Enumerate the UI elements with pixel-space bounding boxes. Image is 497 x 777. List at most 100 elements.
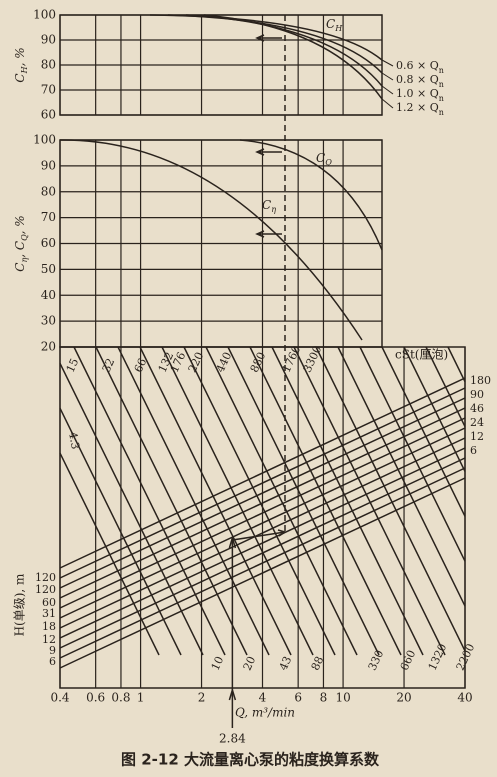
viscosity-line [447,346,466,383]
flow-label-part: n [439,94,444,103]
y-axis-label-part: C [13,263,27,272]
head-label: 60 [42,596,56,609]
viscosity-label: 2200 [454,642,478,673]
x-tick-label: 8 [320,691,328,705]
viscosity-label: 66 [132,356,150,374]
y-axis-label: H(单级), m [13,573,27,636]
y-tick-label: 70 [41,210,56,224]
y-axis-label-part: , C [13,241,27,258]
y-axis-label-part: H [20,65,29,74]
flow-label-part: 1.2 × Q [396,101,439,114]
x-tick-label: 0.6 [86,691,105,705]
viscosity-line [337,346,466,607]
leader-line [381,85,394,95]
curve-label-part: C [262,198,271,212]
flow-label: 1.2 × Qn [396,101,444,117]
viscosity-label: 20 [241,654,259,672]
viscosity-label: 88 [309,654,327,672]
y-tick-label: 100 [33,8,56,22]
head-line [59,427,466,619]
x-tick-label: 6 [294,691,302,705]
flow-label: 1.0 × Qn [396,87,444,103]
head-line [59,437,466,629]
head-label: 9 [49,644,56,657]
ceta-curve [59,139,363,341]
y-axis-label-part: C [13,73,27,82]
y-tick-label: 50 [41,262,56,276]
curve-label-part: Q [325,158,332,167]
cq-curve [239,139,383,251]
viscosity-line [73,346,226,656]
example-path [232,529,287,541]
curve-label-part: H [334,24,343,33]
curve-label: CH [326,17,343,33]
viscosity-line [271,346,424,656]
head-label: 180 [470,374,491,387]
head-label: 12 [42,633,56,646]
y-tick-label: 100 [33,133,56,147]
viscosity-line [403,346,466,472]
curve-label: CQ [316,151,332,167]
head-label: 24 [470,416,484,429]
head-line [59,407,466,599]
ch-curve [185,14,383,87]
arrow [255,148,282,156]
viscosity-label: 1320 [426,642,450,673]
flow-label: 0.6 × Qn [396,59,444,75]
y-tick-label: 80 [41,184,56,198]
y-tick-label: 20 [41,340,56,354]
viscosity-line [117,346,270,656]
viscosity-line [381,346,466,517]
leader-line [381,59,394,67]
viscosity-label: 15 [64,356,82,374]
viscosity-label: 880 [248,350,269,375]
x-tick-label: 0.4 [50,691,69,705]
viscosity-line [359,346,466,562]
head-line [59,397,466,589]
flow-label: 0.8 × Qn [396,73,444,89]
viscosity-line [139,346,292,656]
y-tick-label: 80 [41,58,56,72]
x-tick-label: 40 [457,691,472,705]
leader-line [381,72,394,81]
y-tick-label: 40 [41,288,56,302]
head-label: 120 [35,583,56,596]
arrow [255,34,282,42]
y-axis-label-part: , % [13,215,27,234]
marker-label: 2.84 [219,732,246,746]
viscosity-line [95,346,248,656]
curve-label-part: η [271,205,276,214]
head-label: 90 [470,388,484,401]
head-label: 120 [35,571,56,584]
y-axis-label: Cη, CQ, % [13,215,29,271]
viscosity-label: 660 [398,648,419,673]
x-axis-label: Q, m³/min [235,706,295,720]
head-line [59,417,466,609]
ch-curve [203,14,383,100]
head-line [59,387,466,579]
head-line [59,377,466,569]
head-line [59,477,466,669]
flow-label-part: n [439,66,444,75]
y-tick-label: 30 [41,314,56,328]
y-axis-label: CH, % [13,47,29,82]
viscosity-line [59,362,204,656]
viscosity-line [293,346,446,656]
y-tick-label: 60 [41,108,56,122]
arrowhead [228,535,237,549]
x-tick-label: 20 [396,691,411,705]
extra-label: 4.3 [66,431,82,450]
viscosity-label: 43 [277,654,295,672]
head-label: 6 [49,655,56,668]
head-line [59,447,466,639]
y-tick-label: 90 [41,33,56,47]
x-tick-label: 0.8 [111,691,130,705]
curve-label: Cη [262,198,276,214]
viscosity-label: 3300 [301,344,325,375]
leader-line [381,98,394,109]
x-tick-label: 2 [198,691,206,705]
flow-label-part: 1.0 × Q [396,87,439,100]
curve-label-part: C [326,17,335,31]
x-tick-label: 1 [137,691,145,705]
